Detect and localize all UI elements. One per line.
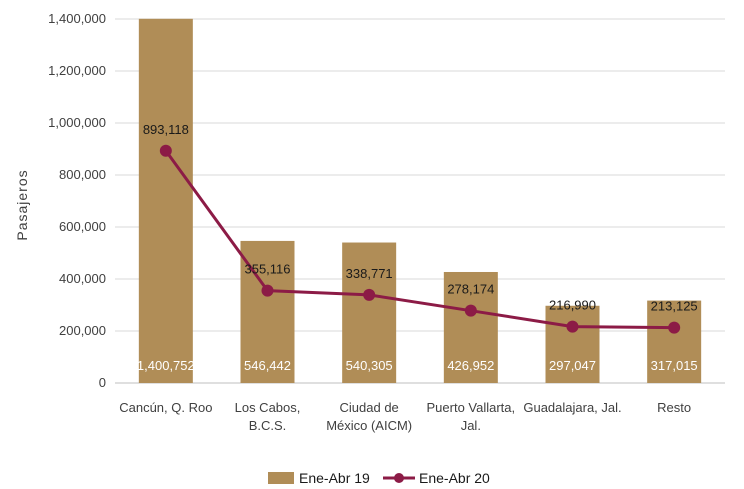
x-axis-categories: Cancún, Q. Roo Los Cabos, B.C.S. Ciudad de M… [119, 400, 691, 433]
line-data-label: 278,174 [447, 282, 494, 297]
line-marker [464, 304, 477, 317]
line-data-label: 213,125 [651, 299, 698, 314]
bar-data-label: 1,400,752 [137, 358, 195, 373]
y-tick-label: 800,000 [59, 167, 106, 182]
bar [138, 18, 193, 384]
bar-series: 1,400,752 546,442 540,305 426,952 297,047 317… [137, 18, 702, 384]
y-tick-label: 1,400,000 [48, 11, 106, 26]
line-series: 893,118 355,116 338,771 278,174 216,990 213,1… [143, 122, 698, 334]
y-tick-label: 400,000 [59, 271, 106, 286]
line-path [164, 149, 675, 330]
y-axis-ticks: 0 200,000 400,000 600,000 800,000 1,000,000 1,… [48, 11, 106, 390]
bar-data-label: 297,047 [549, 358, 596, 373]
x-category-label: Guadalajara, Jal. [523, 400, 621, 415]
line-marker [261, 284, 274, 297]
bar [647, 300, 702, 383]
legend: Ene-Abr 19 Ene-Abr 20 [268, 470, 490, 486]
y-axis-label: Pasajeros [14, 169, 30, 240]
legend-label: Ene-Abr 19 [299, 470, 370, 486]
x-category-label: Resto [657, 400, 691, 415]
x-category-label: Los Cabos, B.C.S. [235, 400, 301, 433]
line-marker [566, 320, 579, 333]
y-tick-label: 600,000 [59, 219, 106, 234]
legend-swatch-bar [268, 472, 294, 484]
y-tick-label: 1,000,000 [48, 115, 106, 130]
line-marker [668, 321, 681, 334]
line-data-label: 338,771 [346, 266, 393, 281]
bar [443, 271, 498, 383]
y-tick-label: 200,000 [59, 323, 106, 338]
bar-data-label: 546,442 [244, 358, 291, 373]
x-category-label: Puerto Vallarta, Jal. [427, 400, 516, 433]
bar-data-label: 317,015 [651, 358, 698, 373]
bar-data-label: 540,305 [346, 358, 393, 373]
y-tick-label: 1,200,000 [48, 63, 106, 78]
line-data-label: 893,118 [143, 122, 189, 137]
legend-label: Ene-Abr 20 [419, 470, 490, 486]
gridlines [115, 18, 725, 384]
bar-data-label: 426,952 [447, 358, 494, 373]
line-data-label: 216,990 [549, 298, 596, 313]
y-tick-label: 0 [99, 375, 106, 390]
x-category-label: Ciudad de México (AICM) [326, 400, 412, 433]
line-marker [363, 288, 376, 301]
x-category-label: Cancún, Q. Roo [119, 400, 212, 415]
bar [545, 305, 600, 383]
bar [342, 242, 397, 383]
line-marker [159, 144, 172, 157]
line-data-label: 355,116 [244, 262, 290, 277]
legend-marker [394, 473, 404, 483]
